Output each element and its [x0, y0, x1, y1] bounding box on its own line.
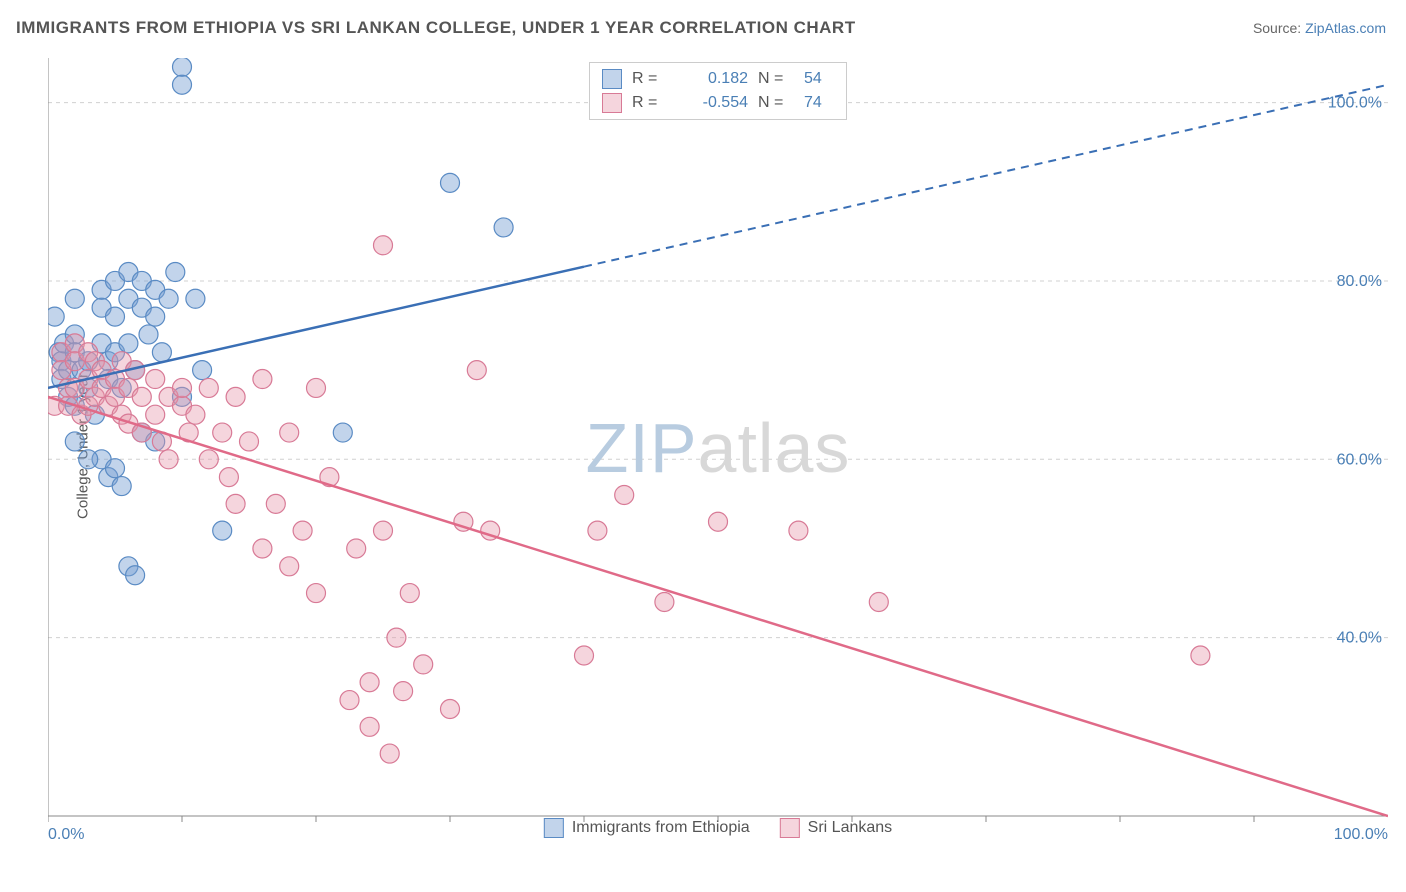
n-label: N =	[758, 70, 794, 88]
source-attribution: Source: ZipAtlas.com	[1253, 20, 1386, 36]
r-label: R =	[632, 70, 668, 88]
n-label: N =	[758, 94, 794, 112]
chart-plot-area: 40.0%60.0%80.0%100.0% ZIPatlas R = 0.182…	[48, 58, 1388, 838]
chart-title: IMMIGRANTS FROM ETHIOPIA VS SRI LANKAN C…	[16, 18, 856, 38]
r-value-ethiopia: 0.182	[678, 70, 748, 88]
x-axis-max-label: 100.0%	[1334, 826, 1388, 844]
x-axis-min-label: 0.0%	[48, 826, 84, 844]
legend-swatch-srilanka	[780, 818, 800, 838]
legend-label-srilanka: Sri Lankans	[808, 819, 893, 837]
svg-text:80.0%: 80.0%	[1337, 273, 1382, 290]
source-label: Source:	[1253, 20, 1305, 36]
legend-item-ethiopia: Immigrants from Ethiopia	[544, 818, 750, 838]
svg-text:60.0%: 60.0%	[1337, 451, 1382, 468]
n-value-ethiopia: 54	[804, 70, 834, 88]
legend-row: R = 0.182 N = 54	[602, 67, 834, 91]
chart-svg: 40.0%60.0%80.0%100.0%	[48, 58, 1388, 838]
legend-row: R = -0.554 N = 74	[602, 91, 834, 115]
r-value-srilanka: -0.554	[678, 94, 748, 112]
r-label: R =	[632, 94, 668, 112]
svg-text:40.0%: 40.0%	[1337, 630, 1382, 647]
legend-swatch-ethiopia	[602, 69, 622, 89]
legend-item-srilanka: Sri Lankans	[780, 818, 893, 838]
legend-label-ethiopia: Immigrants from Ethiopia	[572, 819, 750, 837]
series-legend: Immigrants from Ethiopia Sri Lankans	[544, 818, 892, 838]
correlation-legend: R = 0.182 N = 54 R = -0.554 N = 74	[589, 62, 847, 120]
source-link[interactable]: ZipAtlas.com	[1305, 20, 1386, 36]
legend-swatch-ethiopia	[544, 818, 564, 838]
n-value-srilanka: 74	[804, 94, 834, 112]
legend-swatch-srilanka	[602, 93, 622, 113]
